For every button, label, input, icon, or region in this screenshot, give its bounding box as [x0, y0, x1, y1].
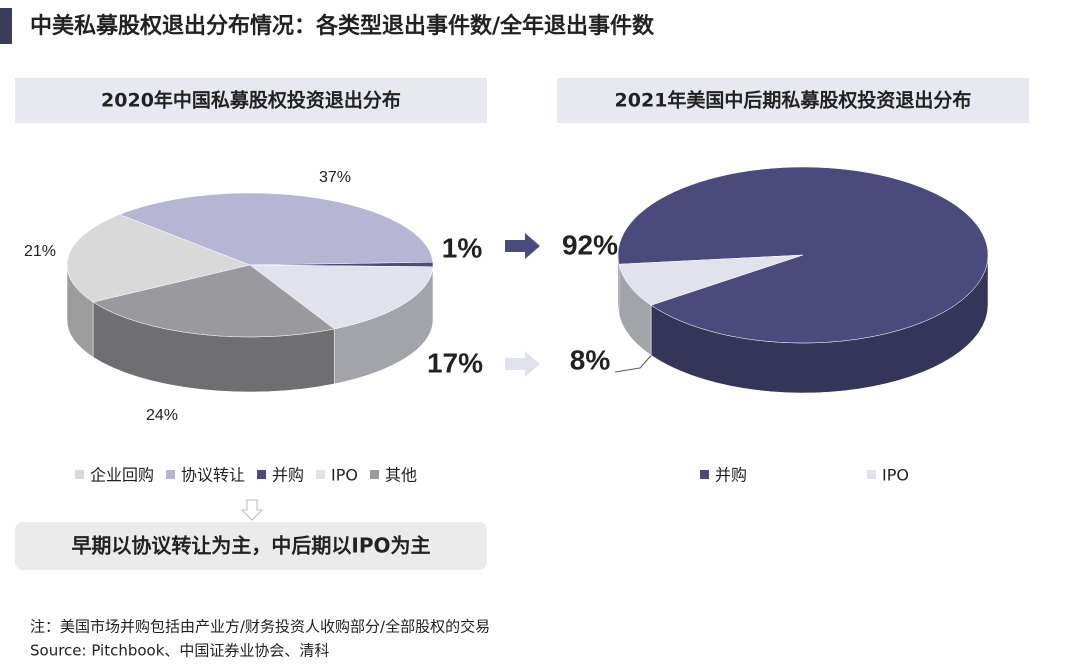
header-title: 中美私募股权退出分布情况：各类型退出事件数/全年退出事件数: [30, 13, 655, 39]
legend-swatch: [316, 470, 326, 479]
note: 注：美国市场并购包括由产业方/财务投资人收购部分/全部股权的交易: [30, 618, 490, 636]
legend-swatch: [75, 470, 84, 479]
title-box: [557, 78, 1029, 123]
arrow: [505, 233, 540, 259]
pie-slice: [249, 264, 434, 330]
chart-title: 2020年中国私募股权投资退出分布: [101, 89, 401, 112]
legend-label: 其他: [385, 466, 417, 485]
pie-slice: [618, 254, 804, 306]
arrow: [505, 351, 540, 377]
callout-box: [15, 522, 487, 570]
chart-title: 2021年美国中后期私募股权投资退出分布: [615, 89, 972, 112]
pie-slice: [119, 192, 434, 266]
leader-line: [614, 349, 657, 373]
data-label: 17%: [427, 347, 483, 378]
data-label: 92%: [562, 229, 618, 260]
legend-label: 并购: [715, 466, 747, 485]
legend-swatch: [867, 470, 877, 479]
legend-label: IPO: [331, 466, 358, 485]
pie-slice: [92, 264, 335, 338]
legend-label: IPO: [882, 466, 909, 485]
legend-swatch: [700, 470, 709, 479]
data-label: 24%: [146, 407, 178, 424]
data-label: 21%: [24, 243, 56, 260]
pie-slice: [66, 214, 251, 303]
title-box: [15, 78, 487, 123]
legend-swatch: [166, 470, 176, 479]
legend-label: 并购: [272, 466, 304, 485]
header-bar: [0, 8, 12, 44]
data-label: 8%: [570, 344, 611, 375]
source: Source: Pitchbook、中国证券业协会、清科: [30, 642, 329, 660]
legend-swatch: [370, 470, 380, 479]
callout-text: 早期以协议转让为主，中后期以IPO为主: [71, 534, 430, 558]
data-label: 1%: [442, 232, 483, 263]
legend-label: 协议转让: [181, 466, 245, 485]
legend-label: 企业回购: [90, 466, 154, 485]
legend-swatch: [257, 470, 267, 479]
down-arrow: [240, 499, 264, 521]
data-label: 37%: [319, 169, 351, 186]
